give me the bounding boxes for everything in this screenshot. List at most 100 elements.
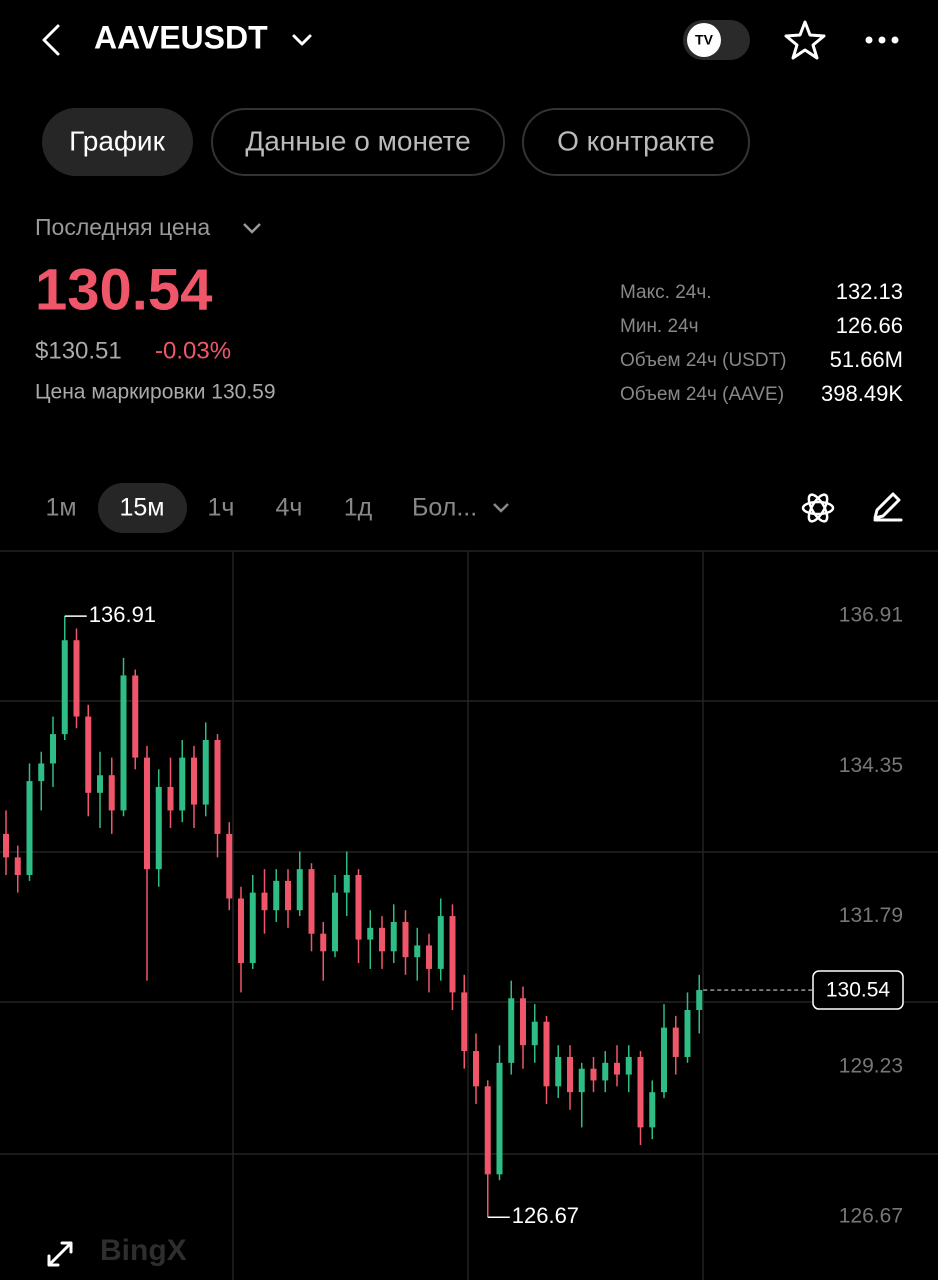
- last-price-tag: [812, 970, 904, 1010]
- stat-label: Мин. 24ч: [620, 316, 699, 337]
- expand-button[interactable]: [47, 1241, 73, 1267]
- candle-body: [672, 1027, 679, 1057]
- candle-body: [473, 1051, 479, 1087]
- draw-button[interactable]: [873, 492, 903, 522]
- candle-body: [590, 1068, 597, 1081]
- candle-body: [578, 1068, 585, 1093]
- candle-body: [555, 1056, 562, 1087]
- candle-body: [602, 1062, 609, 1081]
- candle-body: [367, 927, 374, 940]
- candle-body: [226, 833, 233, 899]
- timeframe[interactable]: 1д: [344, 494, 373, 522]
- candle-body: [684, 1010, 691, 1057]
- back-button[interactable]: [42, 24, 60, 56]
- timeframe[interactable]: Бол...: [412, 494, 477, 522]
- candle-body: [614, 1062, 620, 1075]
- more-button[interactable]: [865, 36, 899, 44]
- favorite-button[interactable]: [784, 20, 826, 60]
- candle-body: [97, 775, 103, 793]
- timeframe-active-bg: [98, 483, 187, 533]
- candle-body: [179, 757, 186, 811]
- candle-body: [120, 675, 127, 811]
- stat-label: Объем 24ч (AAVE): [620, 384, 784, 405]
- mark-price: Цена маркировки 130.59: [35, 381, 276, 404]
- stat-label: Макс. 24ч.: [620, 282, 712, 303]
- indicator-button[interactable]: [801, 492, 835, 524]
- timeframe[interactable]: 4ч: [276, 494, 303, 522]
- tv-toggle[interactable]: TV: [683, 20, 750, 60]
- candle-body: [402, 921, 409, 958]
- candle-body: [508, 998, 515, 1063]
- candle-body: [296, 869, 303, 911]
- timeframe[interactable]: 1ч: [208, 494, 235, 522]
- candle-body: [625, 1056, 632, 1075]
- candle-body: [426, 945, 432, 969]
- candle-body: [496, 1062, 503, 1175]
- candle-body: [437, 916, 444, 969]
- tab[interactable]: О контракте: [557, 125, 715, 156]
- tab[interactable]: Данные о монете: [245, 125, 470, 156]
- candle-body: [379, 927, 385, 952]
- candle-body: [167, 786, 174, 811]
- stat-value: 132.13: [836, 279, 903, 304]
- candle-body: [191, 757, 197, 805]
- chart-frame: [0, 550, 938, 1280]
- candle-body: [202, 740, 209, 805]
- stat-value: 126.66: [836, 313, 903, 338]
- candle-body: [308, 869, 315, 934]
- candle-body: [355, 875, 362, 940]
- candle-body: [520, 998, 526, 1046]
- candle-body: [567, 1056, 573, 1093]
- y-tick-label: 131.79: [839, 904, 903, 927]
- tab[interactable]: График: [69, 125, 165, 156]
- watermark: BingX: [100, 1234, 187, 1267]
- y-tick-label: 136.91: [839, 604, 903, 627]
- candle-body: [132, 675, 139, 758]
- candle-body: [261, 892, 268, 911]
- last-price-label: 130.54: [826, 979, 891, 1002]
- candle-body: [661, 1027, 667, 1093]
- candle-body: [332, 892, 338, 952]
- candle-body: [273, 880, 280, 911]
- price-type-dropdown[interactable]: [243, 223, 261, 234]
- candlestick-chart: 136.91 134.35 131.79 129.23 126.67 136.91 126.…: [3, 602, 904, 1228]
- last-price: 130.54: [35, 257, 212, 322]
- candle-body: [73, 640, 80, 717]
- candle-body: [214, 740, 221, 834]
- stat-value: 398.49K: [821, 381, 903, 406]
- stat-value: 51.66M: [830, 347, 903, 372]
- candle-body: [414, 945, 421, 958]
- candle-body: [343, 875, 350, 893]
- timeframe[interactable]: 1м: [45, 494, 76, 522]
- timeframe[interactable]: 15м: [120, 494, 165, 522]
- candle-body: [108, 775, 115, 811]
- candle-body: [531, 1021, 538, 1046]
- high-label: 136.91: [89, 602, 156, 627]
- candle-body: [155, 786, 162, 870]
- candle-body: [484, 1086, 491, 1175]
- candle-body: [85, 716, 92, 793]
- pair-title[interactable]: AAVEUSDT: [94, 19, 268, 55]
- candle-body: [38, 763, 45, 782]
- tab-active-bg: [42, 108, 193, 176]
- candle-body: [449, 916, 456, 993]
- candle-body: [637, 1056, 644, 1128]
- price-type[interactable]: Последняя цена: [35, 214, 210, 240]
- pair-dropdown[interactable]: [292, 34, 312, 46]
- candle-body: [543, 1021, 550, 1087]
- svg-text:TV: TV: [695, 32, 714, 48]
- usd-price: $130.51: [35, 337, 122, 364]
- timeframe-dropdown[interactable]: [493, 503, 509, 513]
- candle-body: [61, 640, 68, 735]
- candle-body: [649, 1092, 656, 1128]
- tab-bg: [522, 108, 750, 176]
- tab-bg: [211, 108, 505, 176]
- candle-body: [285, 880, 291, 911]
- candle-body: [3, 833, 9, 858]
- price-change: -0.03%: [155, 337, 231, 364]
- candle-body: [249, 892, 256, 964]
- y-tick-label: 129.23: [839, 1054, 903, 1077]
- candle-body: [14, 857, 21, 875]
- candle-body: [461, 992, 468, 1052]
